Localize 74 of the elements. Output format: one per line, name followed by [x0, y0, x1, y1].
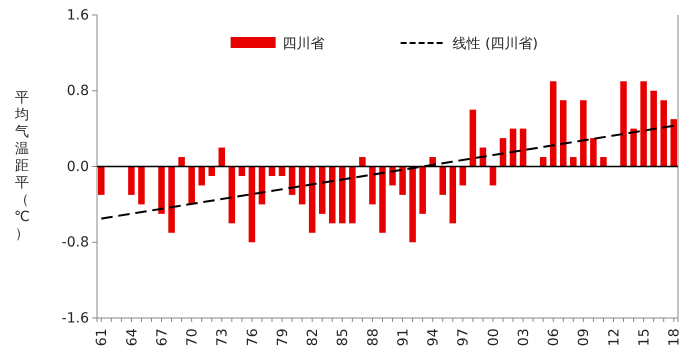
bar: [510, 128, 516, 166]
bar: [298, 166, 306, 204]
bar: [188, 166, 195, 204]
bar: [620, 81, 627, 166]
x-tick-label: 09: [576, 328, 592, 346]
bar: [600, 157, 607, 166]
x-tick-label: 94: [426, 328, 442, 346]
bar: [339, 166, 346, 224]
x-tick-label: 76: [244, 328, 261, 346]
bar: [409, 166, 416, 242]
x-tick-label: 64: [124, 328, 140, 346]
bar: [168, 166, 175, 233]
x-tick-label: 88: [365, 328, 382, 346]
bar: [450, 166, 456, 224]
legend-label: 四川省: [282, 36, 325, 52]
x-tick-label: 00: [486, 328, 502, 346]
x-tick-label: 06: [546, 328, 562, 346]
bar: [630, 128, 637, 166]
bar: [138, 166, 145, 204]
x-tick-label: 61: [94, 328, 110, 346]
y-tick-label: 0.8: [66, 83, 89, 100]
bar: [660, 100, 667, 166]
y-tick-label: 0.0: [66, 158, 89, 175]
bar: [198, 166, 205, 186]
bar: [98, 166, 105, 195]
x-tick-label: 15: [636, 328, 652, 346]
y-tick-label: 1.6: [66, 7, 90, 24]
bar: [268, 166, 276, 176]
x-tick-label: 91: [395, 328, 412, 346]
bar: [379, 166, 386, 233]
bar: [570, 157, 577, 166]
bar: [349, 166, 356, 224]
bar: [439, 166, 446, 195]
bar: [369, 166, 376, 204]
y-tick-label: -0.8: [62, 234, 89, 251]
bar: [670, 119, 677, 166]
bar: [158, 166, 165, 214]
bar: [258, 166, 266, 204]
bar: [228, 166, 236, 224]
x-tick-label: 79: [274, 328, 291, 346]
bar: [178, 157, 185, 166]
bar: [520, 128, 526, 166]
bar: [329, 166, 336, 224]
bar: [218, 148, 226, 166]
bar: [650, 90, 657, 166]
bar: [540, 157, 546, 166]
text: 平均气温距平（℃）: [14, 90, 30, 242]
x-tick-label: 73: [214, 328, 231, 346]
bar: [460, 166, 466, 186]
bar: [470, 110, 476, 166]
x-tick-label: 97: [456, 328, 472, 346]
x-tick-label: 12: [606, 328, 622, 346]
bar: [590, 138, 597, 166]
bar: [308, 166, 316, 233]
bar: [560, 100, 567, 166]
x-tick-label: 70: [184, 328, 201, 346]
bar: [490, 166, 496, 186]
x-tick-label: 67: [154, 328, 170, 346]
bar: [550, 81, 556, 166]
bar: [318, 166, 326, 214]
bar: [419, 166, 426, 214]
bar: [128, 166, 135, 195]
x-tick-label: 82: [305, 328, 322, 346]
bar: [580, 100, 587, 166]
bar: [248, 166, 256, 242]
bar: [500, 138, 506, 166]
x-tick-label: 18: [666, 328, 683, 346]
bar: [359, 157, 366, 166]
x-tick-label: 85: [335, 328, 352, 346]
bar: [399, 166, 406, 195]
x-tick-label: 03: [516, 328, 532, 346]
y-tick-label: -1.6: [62, 310, 90, 326]
legend-label: 线性 (四川省): [452, 36, 538, 52]
bar: [640, 81, 647, 166]
